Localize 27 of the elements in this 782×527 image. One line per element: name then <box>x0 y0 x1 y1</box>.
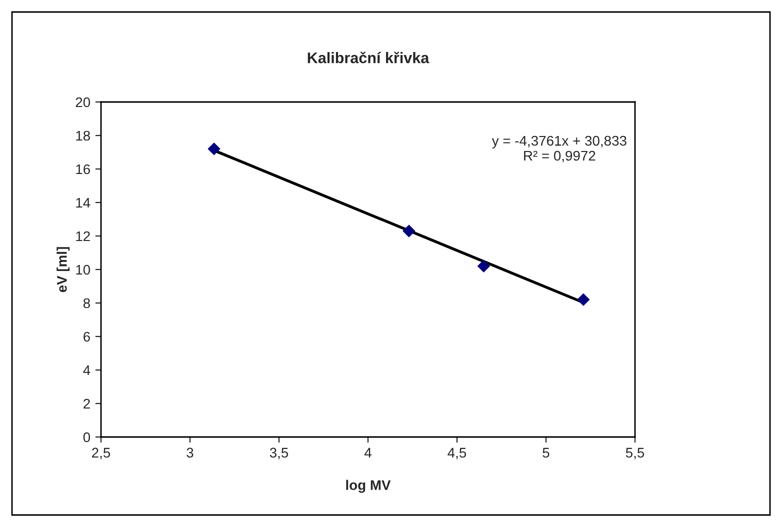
y-axis-title: eV [ml] <box>56 247 70 292</box>
y-tick-label: 8 <box>83 298 90 308</box>
x-tick-label: 3 <box>186 448 194 458</box>
chart-title: Kalibrační křivka <box>308 52 430 64</box>
y-tick-label: 0 <box>83 432 90 442</box>
y-tick-label: 20 <box>76 97 90 108</box>
y-tick-label: 16 <box>76 164 90 174</box>
point <box>577 293 590 306</box>
point <box>208 142 220 156</box>
y-tick-label: 12 <box>76 231 90 242</box>
x-tick-label: 4 <box>364 448 372 458</box>
y-tick-label: 6 <box>84 332 90 342</box>
x-tick-label: 5,5 <box>626 448 644 460</box>
x-tick-label: 2,5 <box>92 448 110 460</box>
y-tick-label: 18 <box>76 130 90 141</box>
x-tick-label: 4,5 <box>448 448 466 460</box>
x-tick-label: 3,5 <box>270 448 288 460</box>
annotation: R² = 0,9972 <box>524 150 596 162</box>
y-tick-label: 10 <box>76 264 90 275</box>
y-tick-label: 2 <box>84 398 90 409</box>
point <box>402 224 416 238</box>
x-tick-label: 5 <box>542 448 550 458</box>
y-tick-label: 14 <box>76 198 90 208</box>
annotation: y = -4,3761x + 30,833 <box>492 136 626 148</box>
point <box>477 260 490 272</box>
y-tick-label: 4 <box>83 365 90 376</box>
x-axis-title: log MV <box>346 480 391 493</box>
